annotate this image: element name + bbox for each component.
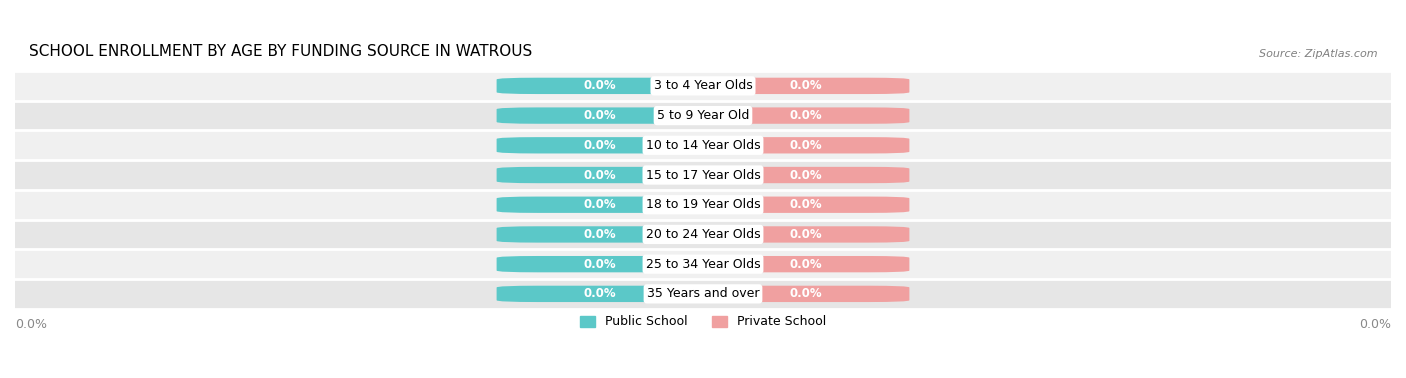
FancyBboxPatch shape <box>496 197 703 213</box>
FancyBboxPatch shape <box>703 137 910 153</box>
FancyBboxPatch shape <box>496 167 703 183</box>
Text: 0.0%: 0.0% <box>583 79 616 92</box>
Text: SCHOOL ENROLLMENT BY AGE BY FUNDING SOURCE IN WATROUS: SCHOOL ENROLLMENT BY AGE BY FUNDING SOUR… <box>28 44 531 59</box>
FancyBboxPatch shape <box>15 130 1391 160</box>
Text: 0.0%: 0.0% <box>790 287 823 301</box>
Text: 0.0%: 0.0% <box>583 109 616 122</box>
Text: 0.0%: 0.0% <box>790 79 823 92</box>
Text: 18 to 19 Year Olds: 18 to 19 Year Olds <box>645 198 761 211</box>
FancyBboxPatch shape <box>496 226 703 243</box>
Text: 0.0%: 0.0% <box>583 198 616 211</box>
Text: 25 to 34 Year Olds: 25 to 34 Year Olds <box>645 258 761 271</box>
Text: 0.0%: 0.0% <box>583 228 616 241</box>
FancyBboxPatch shape <box>15 160 1391 190</box>
Text: 0.0%: 0.0% <box>790 139 823 152</box>
Text: Source: ZipAtlas.com: Source: ZipAtlas.com <box>1258 49 1378 59</box>
Text: 0.0%: 0.0% <box>790 258 823 271</box>
FancyBboxPatch shape <box>15 190 1391 220</box>
FancyBboxPatch shape <box>703 167 910 183</box>
FancyBboxPatch shape <box>15 101 1391 130</box>
FancyBboxPatch shape <box>496 137 703 153</box>
FancyBboxPatch shape <box>496 286 703 302</box>
Legend: Public School, Private School: Public School, Private School <box>575 310 831 333</box>
Text: 0.0%: 0.0% <box>790 169 823 181</box>
Text: 0.0%: 0.0% <box>583 287 616 301</box>
FancyBboxPatch shape <box>703 226 910 243</box>
FancyBboxPatch shape <box>703 107 910 124</box>
Text: 0.0%: 0.0% <box>583 258 616 271</box>
Text: 0.0%: 0.0% <box>583 169 616 181</box>
FancyBboxPatch shape <box>15 220 1391 249</box>
Text: 0.0%: 0.0% <box>15 318 46 331</box>
FancyBboxPatch shape <box>15 249 1391 279</box>
FancyBboxPatch shape <box>496 107 703 124</box>
Text: 0.0%: 0.0% <box>790 228 823 241</box>
Text: 0.0%: 0.0% <box>583 139 616 152</box>
Text: 10 to 14 Year Olds: 10 to 14 Year Olds <box>645 139 761 152</box>
FancyBboxPatch shape <box>703 197 910 213</box>
FancyBboxPatch shape <box>703 256 910 272</box>
Text: 15 to 17 Year Olds: 15 to 17 Year Olds <box>645 169 761 181</box>
Text: 35 Years and over: 35 Years and over <box>647 287 759 301</box>
Text: 0.0%: 0.0% <box>790 109 823 122</box>
FancyBboxPatch shape <box>496 78 703 94</box>
Text: 0.0%: 0.0% <box>790 198 823 211</box>
FancyBboxPatch shape <box>703 286 910 302</box>
FancyBboxPatch shape <box>496 256 703 272</box>
Text: 5 to 9 Year Old: 5 to 9 Year Old <box>657 109 749 122</box>
FancyBboxPatch shape <box>703 78 910 94</box>
Text: 0.0%: 0.0% <box>1360 318 1391 331</box>
Text: 20 to 24 Year Olds: 20 to 24 Year Olds <box>645 228 761 241</box>
FancyBboxPatch shape <box>15 71 1391 101</box>
Text: 3 to 4 Year Olds: 3 to 4 Year Olds <box>654 79 752 92</box>
FancyBboxPatch shape <box>15 279 1391 309</box>
